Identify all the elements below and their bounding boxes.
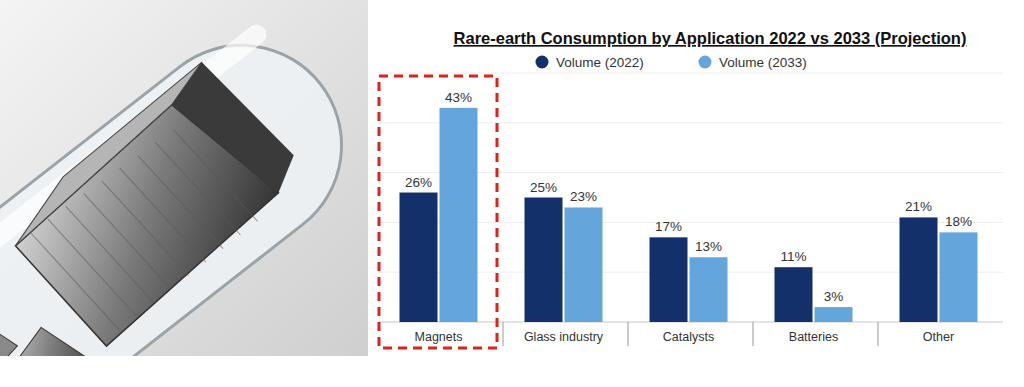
category-separator xyxy=(878,322,879,346)
metal-texture xyxy=(66,200,154,309)
category-label: Other xyxy=(923,330,954,344)
category-label: Magnets xyxy=(415,330,463,344)
highlight-box xyxy=(379,76,497,348)
legend-label: Volume (2033) xyxy=(719,55,807,70)
metal-texture xyxy=(174,124,258,228)
bar xyxy=(690,257,728,322)
glass-tube xyxy=(0,5,368,356)
photo xyxy=(0,0,368,356)
page: Rare-earth Consumption by Application 20… xyxy=(0,0,1024,387)
category-separator xyxy=(503,322,504,346)
data-label: 17% xyxy=(655,219,682,234)
bar xyxy=(565,207,603,322)
bar xyxy=(440,108,478,322)
data-labels: 26% 25% 17% 11% 21% 43% 23% 13% 3% 18% xyxy=(405,90,972,304)
grid-line xyxy=(378,73,1003,74)
data-label: 21% xyxy=(905,199,932,214)
data-label: 43% xyxy=(445,90,472,105)
bar xyxy=(650,237,688,322)
bar xyxy=(775,267,813,322)
data-label: 26% xyxy=(405,175,432,190)
bar xyxy=(940,232,978,322)
bar xyxy=(400,193,438,322)
bar xyxy=(900,217,938,322)
data-label: 13% xyxy=(695,239,722,254)
metal-texture xyxy=(30,226,119,336)
legend-label: Volume (2022) xyxy=(556,55,644,70)
bar xyxy=(525,198,563,323)
metal-chunk-side xyxy=(162,53,306,211)
metal-texture xyxy=(84,188,171,296)
data-label: 3% xyxy=(824,289,844,304)
category-label: Catalysts xyxy=(663,330,714,344)
chart-title: Rare-earth Consumption by Application 20… xyxy=(454,29,967,47)
bars xyxy=(400,108,978,322)
category-separator xyxy=(753,322,754,346)
category-label: Glass industry xyxy=(524,330,604,344)
bar xyxy=(815,307,853,322)
data-label: 23% xyxy=(570,189,597,204)
data-label: 18% xyxy=(945,214,972,229)
data-label: 11% xyxy=(780,249,806,264)
metal-texture xyxy=(48,213,137,322)
metal-chunk xyxy=(0,312,110,356)
legend-swatch xyxy=(536,56,549,69)
tube-body xyxy=(0,5,368,356)
metal-chunk xyxy=(0,299,24,356)
category-separator xyxy=(628,322,629,346)
data-label: 25% xyxy=(530,180,557,195)
category-label: Batteries xyxy=(789,330,838,344)
legend-swatch xyxy=(699,56,712,69)
